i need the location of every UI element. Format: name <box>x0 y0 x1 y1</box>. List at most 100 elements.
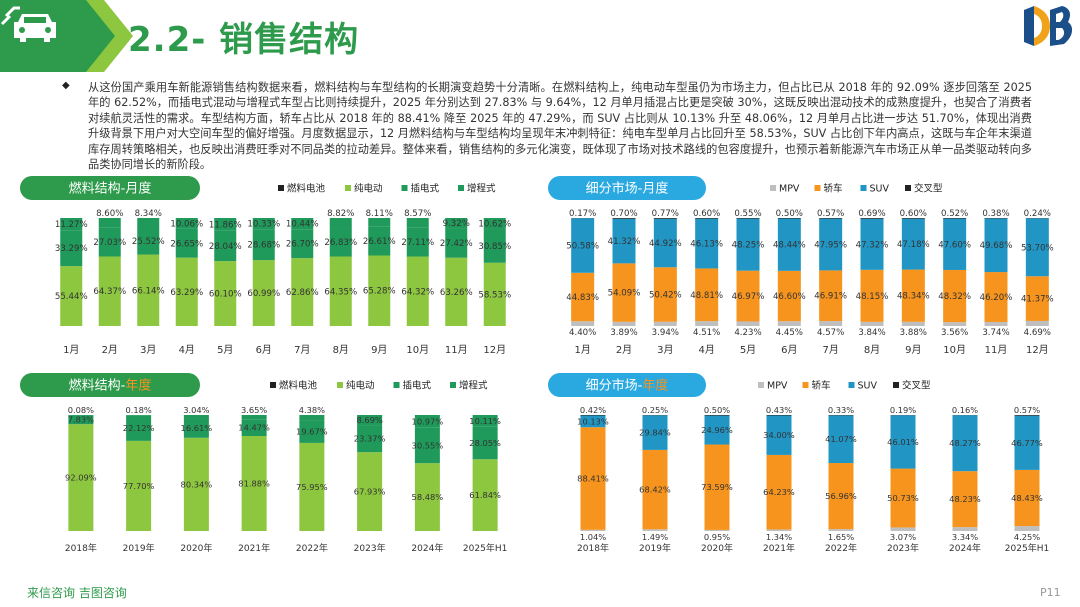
bar-suv <box>1014 415 1040 470</box>
data-label-e7baafe794b5e58aa8: 75.95% <box>296 482 328 492</box>
x-tick-label: 9月 <box>905 344 921 356</box>
bar-e7baafe794b5e58aa8 <box>299 442 325 531</box>
data-label-suv: 44.92% <box>649 239 682 249</box>
data-label-e5a29ee7a88be5bc8f: 4.38% <box>299 405 325 415</box>
bar-e7baafe794b5e58aa8 <box>472 459 498 531</box>
data-label-mpv: 3.89% <box>610 328 637 338</box>
data-label-e8bdbfe8bda6: 48.23% <box>949 494 981 504</box>
data-label-mpv: 3.74% <box>982 328 1009 338</box>
bar-e7baafe794b5e58aa8 <box>414 463 440 531</box>
data-label-e8bdbfe8bda6: 64.23% <box>763 487 795 497</box>
x-tick-label: 12月 <box>1026 344 1049 356</box>
bar-e68f92e794b5e5bc8f <box>472 426 498 460</box>
legend-label-e78783e69699e794b5e6b1a0: 燃料电池 <box>279 380 318 392</box>
bar-e5a29ee7a88be5bc8f <box>252 218 275 230</box>
legend-label-suv: SUV <box>870 184 890 195</box>
bar-mpv <box>952 527 978 531</box>
x-tick-label: 2021年 <box>238 542 270 554</box>
bar-mpv <box>819 321 843 326</box>
x-tick-label: 2021年 <box>763 542 795 554</box>
bar-mpv <box>580 529 606 531</box>
bar-mpv <box>695 321 719 326</box>
bar-e8bdbfe8bda6 <box>695 268 719 322</box>
legend-swatch-e68f92e794b5e5bc8f <box>401 185 408 191</box>
bar-e7baafe794b5e58aa8 <box>98 256 121 326</box>
data-label-e7baafe794b5e58aa8: 65.28% <box>363 287 396 297</box>
page-title: 2.2- 销售结构 <box>128 20 360 60</box>
legend-label-e5a29ee7a88be5bc8f: 增程式 <box>467 183 496 195</box>
bar-e5a29ee7a88be5bc8f <box>483 218 506 230</box>
data-label-e68f92e794b5e5bc8f: 26.70% <box>286 240 319 250</box>
bar-mpv <box>860 321 884 326</box>
data-label-e5a29ee7a88be5bc8f: 3.65% <box>241 405 267 415</box>
data-label-suv: 50.58% <box>566 242 599 252</box>
bar-e4baa4e58f89e59e8b <box>901 218 925 219</box>
data-label-e5a29ee7a88be5bc8f: 8.69% <box>356 415 382 425</box>
x-tick-label: 2024年 <box>949 542 981 554</box>
bar-suv <box>704 415 730 445</box>
data-label-e7baafe794b5e58aa8: 60.10% <box>209 290 242 300</box>
bar-e7baafe794b5e58aa8 <box>175 257 198 326</box>
x-tick-label: 2018年 <box>65 542 97 554</box>
data-label-e7baafe794b5e58aa8: 61.84% <box>469 490 501 500</box>
intro-paragraph: 从这份国产乘用车新能源销售结构数据来看，燃料结构与车型结构的长期演变趋势十分清晰… <box>88 81 1032 172</box>
data-label-e7baafe794b5e58aa8: 58.53% <box>478 290 511 300</box>
legend-label-e5a29ee7a88be5bc8f: 增程式 <box>459 380 488 392</box>
data-label-e4baa4e58f89e59e8b: 0.60% <box>900 209 927 219</box>
bar-mpv <box>777 321 801 326</box>
data-label-e4baa4e58f89e59e8b: 0.52% <box>941 209 968 219</box>
data-label-e7baafe794b5e58aa8: 63.29% <box>170 288 203 298</box>
bar-e4baa4e58f89e59e8b <box>612 218 636 219</box>
bar-e68f92e794b5e5bc8f <box>60 230 83 267</box>
data-label-mpv: 3.34% <box>952 532 978 542</box>
legend-label-suv: SUV <box>858 381 878 392</box>
data-label-e7baafe794b5e58aa8: 63.26% <box>440 288 473 298</box>
chart-title-pill <box>20 373 200 397</box>
bar-suv <box>653 218 677 268</box>
data-label-e5a29ee7a88be5bc8f: 8.82% <box>327 209 354 219</box>
data-label-suv: 10.13% <box>577 416 609 426</box>
x-tick-label: 2019年 <box>639 542 671 554</box>
x-tick-label: 7月 <box>822 344 838 356</box>
bar-e5a29ee7a88be5bc8f <box>175 218 198 229</box>
legend-swatch-e5a29ee7a88be5bc8f <box>458 185 464 191</box>
data-label-e7baafe794b5e58aa8: 64.35% <box>324 287 357 297</box>
bar-e7baafe794b5e58aa8 <box>214 261 237 326</box>
bar-e8bdbfe8bda6 <box>571 272 595 322</box>
bar-e8bdbfe8bda6 <box>612 263 636 322</box>
x-tick-label: 2022年 <box>296 542 328 554</box>
bar-suv <box>860 218 884 270</box>
data-label-e5a29ee7a88be5bc8f: 9.32% <box>443 219 470 229</box>
bar-mpv <box>984 321 1008 326</box>
data-label-mpv: 1.34% <box>766 532 792 542</box>
bar-suv <box>580 415 606 428</box>
legend-swatch-e4baa4e58f89e59e8b <box>893 382 899 388</box>
brand-logo-icon <box>1024 6 1073 46</box>
data-label-e7baafe794b5e58aa8: 77.70% <box>123 481 155 491</box>
bar-e68f92e794b5e5bc8f <box>445 228 468 258</box>
data-label-e68f92e794b5e5bc8f: 30.55% <box>412 440 444 450</box>
legend-label-mpv: MPV <box>767 381 788 392</box>
legend-label-e68f92e794b5e5bc8f: 插电式 <box>403 380 432 392</box>
legend-swatch-e7baafe794b5e58aa8 <box>337 382 343 388</box>
x-tick-label: 1月 <box>574 344 590 356</box>
bar-suv <box>984 218 1008 273</box>
data-label-e8bdbfe8bda6: 48.32% <box>938 292 971 302</box>
data-label-e4baa4e58f89e59e8b: 0.33% <box>828 405 854 415</box>
chart-segment-annual: 细分市场-年度 MPV 轿车 SUV 交叉型 1.04% 88.41% 10.13%0.42%… <box>548 373 1049 554</box>
bar-e4baa4e58f89e59e8b <box>736 218 760 219</box>
bar-e7baafe794b5e58aa8 <box>483 262 506 326</box>
data-label-e68f92e794b5e5bc8f: 28.05% <box>469 438 501 448</box>
data-label-mpv: 4.23% <box>734 328 761 338</box>
bar-e7baafe794b5e58aa8 <box>357 452 383 531</box>
data-label-e7baafe794b5e58aa8: 80.34% <box>181 479 213 489</box>
bar-mpv <box>571 321 595 326</box>
data-label-e4baa4e58f89e59e8b: 0.50% <box>704 405 730 415</box>
bar-e5a29ee7a88be5bc8f <box>414 415 440 428</box>
data-label-e4baa4e58f89e59e8b: 0.43% <box>766 405 792 415</box>
bar-suv <box>1025 218 1049 277</box>
bar-e7baafe794b5e58aa8 <box>406 256 429 326</box>
bar-e8bdbfe8bda6 <box>777 270 801 322</box>
data-label-mpv: 1.65% <box>828 532 854 542</box>
data-label-e68f92e794b5e5bc8f: 28.04% <box>209 242 242 252</box>
